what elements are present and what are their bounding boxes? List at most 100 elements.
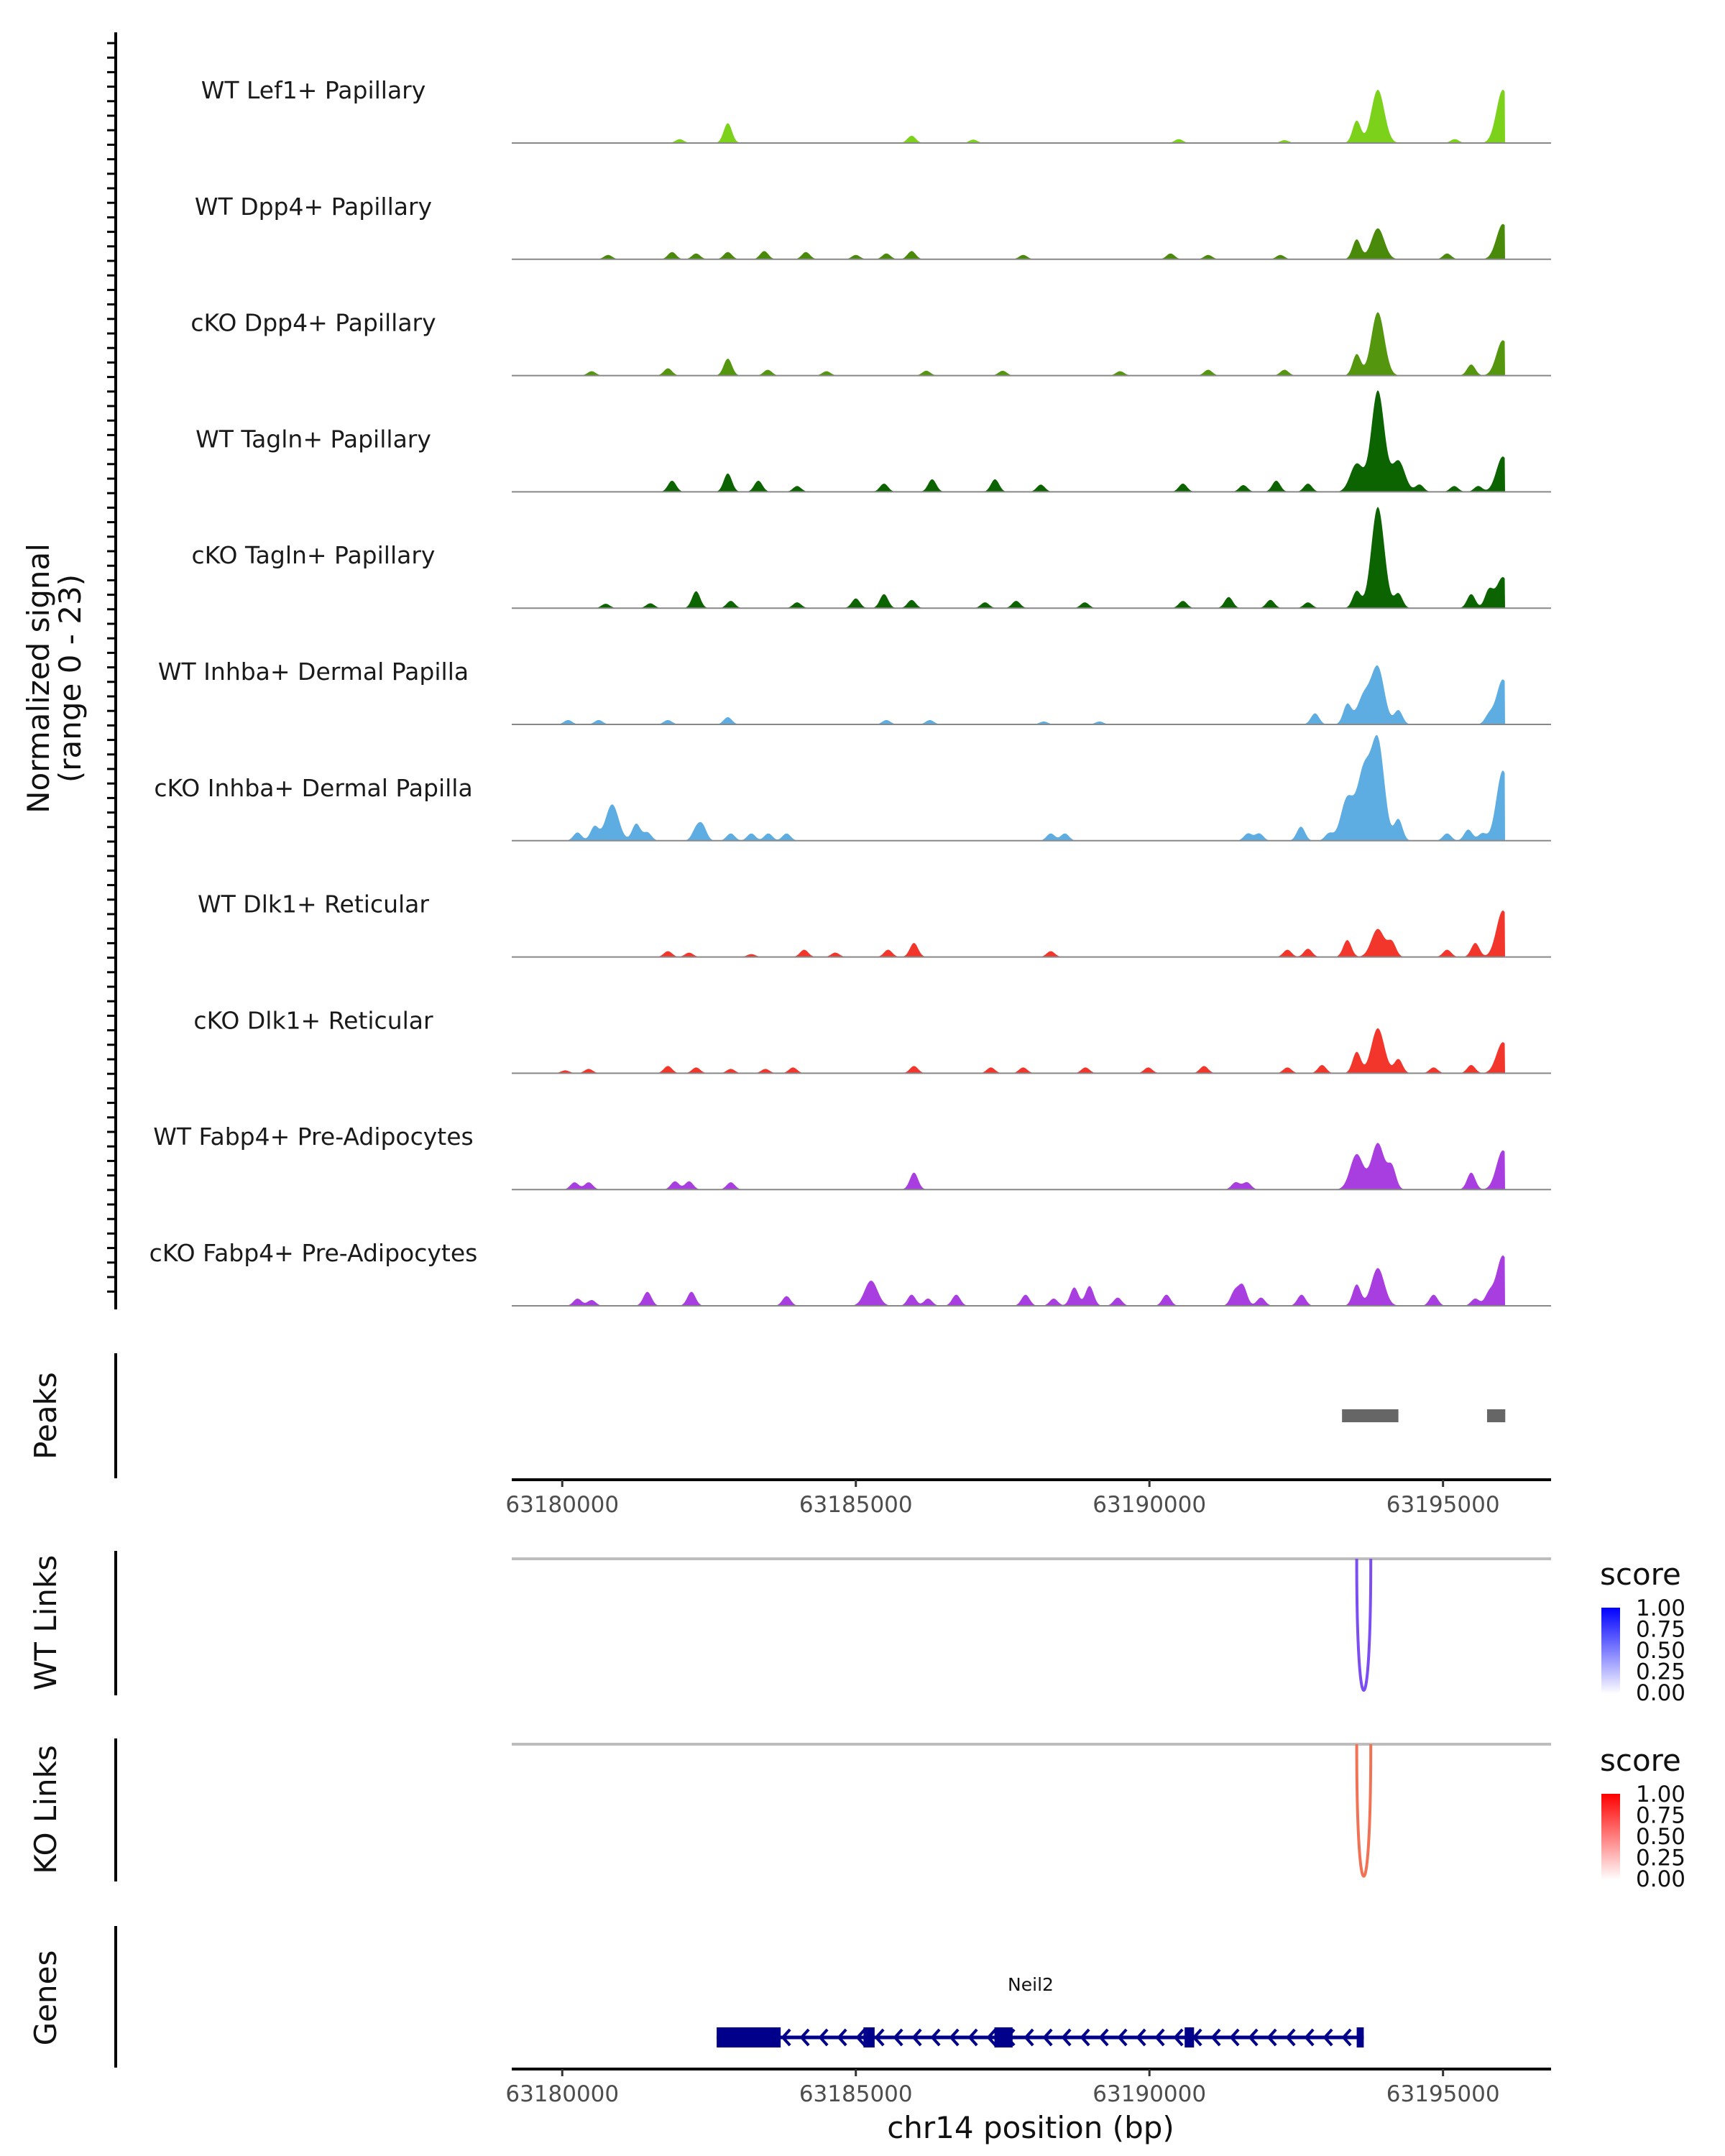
- track-label: WT Fabp4+ Pre-Adipocytes: [153, 1123, 473, 1151]
- ko-legend-labels: 1.000.750.500.250.00: [1636, 1782, 1685, 1892]
- x-tick-label: 63180000: [505, 1492, 619, 1518]
- legend-tick-label: 1.00: [1636, 1595, 1685, 1621]
- gene-model-neil2: [717, 2027, 1364, 2047]
- track-label: WT Dlk1+ Reticular: [198, 890, 429, 918]
- legend-tick-label: 0.25: [1636, 1846, 1685, 1871]
- signal-area: [512, 734, 1505, 841]
- strand-arrow-icon: [874, 2028, 885, 2047]
- signal-area: [512, 312, 1505, 376]
- track-10: WT Fabp4+ Pre-Adipocytes: [153, 1123, 1551, 1191]
- track-label: cKO Fabp4+ Pre-Adipocytes: [150, 1239, 478, 1267]
- link-arc: [1355, 1743, 1373, 1878]
- wt-score-legend: score 1.000.750.500.250.00: [1600, 1557, 1685, 1706]
- strand-arrow-icon: [1248, 2028, 1259, 2047]
- wt-links-label: WT Links: [28, 1555, 63, 1690]
- gene-exon: [717, 2027, 781, 2047]
- strand-arrow-icon: [1136, 2028, 1146, 2047]
- strand-arrow-icon: [1154, 2028, 1165, 2047]
- legend-tick-label: 0.75: [1636, 1803, 1685, 1829]
- x-tick-label: 63190000: [1092, 1492, 1206, 1518]
- link-arc: [1355, 1558, 1373, 1692]
- track-label: cKO Dpp4+ Papillary: [190, 309, 436, 337]
- ko-legend-title: score: [1600, 1743, 1681, 1778]
- track-label: WT Dpp4+ Papillary: [195, 193, 432, 221]
- wt-legend-labels: 1.000.750.500.250.00: [1636, 1595, 1685, 1706]
- peak-region: [1342, 1409, 1399, 1422]
- track-1: WT Lef1+ Papillary: [201, 76, 1551, 144]
- track-2: WT Dpp4+ Papillary: [195, 193, 1551, 260]
- x-tick-label: 63195000: [1386, 1492, 1500, 1518]
- track-3: cKO Dpp4+ Papillary: [190, 309, 1551, 377]
- strand-arrow-icon: [1341, 2028, 1352, 2047]
- signal-area: [512, 1256, 1505, 1306]
- x-tick-label: 63180000: [505, 2081, 619, 2107]
- x-tick-label: 63190000: [1092, 2081, 1206, 2107]
- track-label: cKO Inhba+ Dermal Papilla: [154, 774, 472, 802]
- track-label: cKO Dlk1+ Reticular: [193, 1006, 433, 1034]
- y-title-line1: Normalized signal: [21, 543, 56, 814]
- signal-area: [512, 390, 1505, 492]
- legend-tick-label: 0.25: [1636, 1659, 1685, 1685]
- track-5: cKO Tagln+ Papillary: [192, 507, 1551, 609]
- signal-tracks: WT Lef1+ Papillary WT Dpp4+ Papillary cKO …: [150, 76, 1551, 1307]
- gene-exon: [1356, 2027, 1364, 2047]
- track-9: cKO Dlk1+ Reticular: [193, 1006, 1551, 1074]
- strand-arrow-icon: [1304, 2028, 1315, 2047]
- peak-region: [1486, 1409, 1506, 1422]
- track-label: WT Lef1+ Papillary: [201, 76, 426, 104]
- strand-arrow-icon: [1024, 2028, 1034, 2047]
- strand-arrow-icon: [818, 2028, 829, 2047]
- strand-arrow-icon: [781, 2028, 791, 2047]
- legend-tick-label: 1.00: [1636, 1782, 1685, 1807]
- x-axis-top: 63180000 63185000 63190000 63195000: [505, 1478, 1551, 1518]
- gene-exon: [994, 2027, 1013, 2047]
- ko-link-arcs: [1355, 1743, 1373, 1878]
- x-axis-title: chr14 position (bp): [887, 2110, 1174, 2145]
- strand-arrow-icon: [986, 2028, 997, 2047]
- peak-regions: [1342, 1409, 1506, 1422]
- track-label: WT Tagln+ Papillary: [196, 425, 431, 453]
- x-tick-label: 63185000: [799, 2081, 913, 2107]
- legend-tick-label: 0.50: [1636, 1638, 1685, 1664]
- track-7: cKO Inhba+ Dermal Papilla: [154, 734, 1551, 842]
- signal-area: [512, 90, 1505, 143]
- track-label: WT Inhba+ Dermal Papilla: [158, 658, 469, 686]
- strand-arrow-icon: [930, 2028, 941, 2047]
- signal-area: [512, 665, 1505, 724]
- legend-tick-label: 0.75: [1636, 1617, 1685, 1643]
- strand-arrow-icon: [1285, 2028, 1296, 2047]
- track-11: cKO Fabp4+ Pre-Adipocytes: [150, 1239, 1551, 1307]
- gene-exon: [1184, 2027, 1195, 2047]
- ko-score-legend: score 1.000.750.500.250.00: [1600, 1743, 1685, 1892]
- legend-tick-label: 0.00: [1636, 1680, 1685, 1706]
- ko-legend-colorbar: [1601, 1794, 1620, 1880]
- strand-arrow-icon: [855, 2028, 866, 2047]
- strand-arrow-icon: [799, 2028, 810, 2047]
- legend-tick-label: 0.50: [1636, 1824, 1685, 1850]
- strand-arrow-icon: [1266, 2028, 1277, 2047]
- strand-arrow-icon: [893, 2028, 903, 2047]
- strand-arrow-icon: [1042, 2028, 1053, 2047]
- x-axis-bottom: 63180000 63185000 63190000 63195000: [505, 2068, 1551, 2107]
- genes-panel-label: Genes: [28, 1950, 63, 2046]
- peaks-panel-label: Peaks: [28, 1372, 63, 1460]
- strand-arrow-icon: [967, 2028, 978, 2047]
- strand-arrow-icon: [949, 2028, 960, 2047]
- track-4: WT Tagln+ Papillary: [196, 390, 1551, 493]
- signal-area: [512, 507, 1505, 609]
- strand-arrow-icon: [1229, 2028, 1240, 2047]
- x-tick-label: 63185000: [799, 1492, 913, 1518]
- wt-link-arcs: [1355, 1558, 1373, 1692]
- strand-arrow-icon: [1322, 2028, 1333, 2047]
- signal-area: [512, 224, 1505, 259]
- signal-axis-ticks: [107, 42, 116, 1293]
- ko-links-label: KO Links: [28, 1745, 63, 1874]
- signal-area: [512, 1143, 1505, 1190]
- y-axis-title: Normalized signal (range 0 - 23): [21, 543, 88, 814]
- strand-arrow-icon: [1173, 2028, 1184, 2047]
- gene-exon: [863, 2027, 875, 2047]
- track-6: WT Inhba+ Dermal Papilla: [158, 658, 1551, 725]
- strand-arrow-icon: [1061, 2028, 1072, 2047]
- strand-arrow-icon: [911, 2028, 922, 2047]
- gene-name-neil2: Neil2: [1008, 1974, 1054, 1995]
